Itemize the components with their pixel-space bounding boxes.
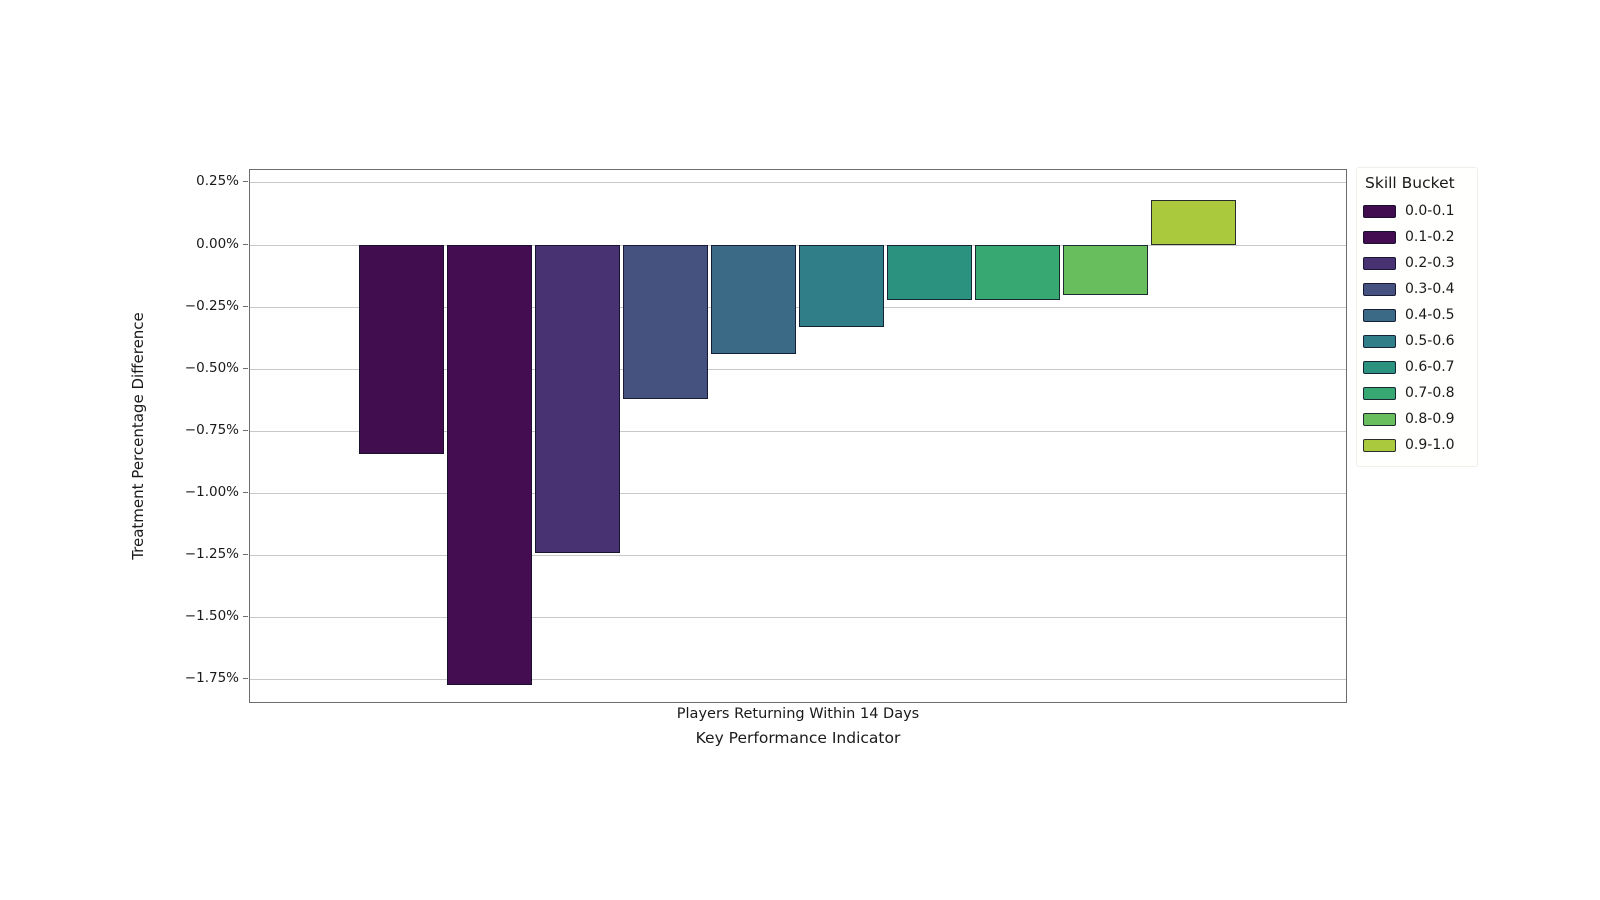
y-tick-label: 0.25% — [196, 173, 239, 189]
legend-label: 0.5-0.6 — [1405, 333, 1455, 349]
y-tick-label: −1.50% — [184, 608, 239, 624]
y-tick-label: −1.00% — [184, 484, 239, 500]
y-tick-label: −1.75% — [184, 670, 239, 686]
y-tick-mark — [243, 306, 248, 307]
legend-item: 0.0-0.1 — [1363, 198, 1471, 224]
legend-title: Skill Bucket — [1365, 174, 1455, 192]
legend-label: 0.1-0.2 — [1405, 229, 1455, 245]
legend-swatch — [1363, 438, 1396, 452]
legend-item: 0.9-1.0 — [1363, 432, 1471, 458]
bar-0.6-0.7 — [887, 245, 972, 300]
y-gridline — [250, 555, 1346, 556]
y-tick-mark — [243, 430, 248, 431]
bar-0.5-0.6 — [799, 245, 884, 327]
bar-0.9-1.0 — [1151, 200, 1236, 245]
legend-item: 0.7-0.8 — [1363, 380, 1471, 406]
legend-swatch — [1363, 308, 1396, 322]
bar-0.7-0.8 — [975, 245, 1060, 300]
bar-0.8-0.9 — [1063, 245, 1148, 295]
y-tick-label: −1.25% — [184, 546, 239, 562]
y-gridline — [250, 493, 1346, 494]
legend-item: 0.1-0.2 — [1363, 224, 1471, 250]
y-tick-mark — [243, 244, 248, 245]
legend-swatch — [1363, 204, 1396, 218]
legend-label: 0.8-0.9 — [1405, 411, 1455, 427]
y-gridline — [250, 369, 1346, 370]
legend-swatch — [1363, 360, 1396, 374]
legend-label: 0.0-0.1 — [1405, 203, 1455, 219]
y-axis-title: Treatment Percentage Difference — [129, 312, 147, 560]
legend-item: 0.5-0.6 — [1363, 328, 1471, 354]
legend-label: 0.3-0.4 — [1405, 281, 1455, 297]
legend-item: 0.8-0.9 — [1363, 406, 1471, 432]
y-tick-label: 0.00% — [196, 236, 239, 252]
legend-item: 0.4-0.5 — [1363, 302, 1471, 328]
y-tick-label: −0.25% — [184, 298, 239, 314]
y-tick-mark — [243, 368, 248, 369]
legend-items: 0.0-0.1 0.1-0.2 0.2-0.3 0.3-0.4 0.4-0.5 0.5-0… — [1363, 198, 1471, 458]
y-tick-label: −0.50% — [184, 360, 239, 376]
x-tick-label: Players Returning Within 14 Days — [676, 706, 920, 722]
y-gridline — [250, 182, 1346, 183]
legend-swatch — [1363, 282, 1396, 296]
y-gridline — [250, 307, 1346, 308]
bar-0.2-0.3 — [535, 245, 620, 553]
legend-label: 0.2-0.3 — [1405, 255, 1455, 271]
legend-swatch — [1363, 256, 1396, 270]
legend-item: 0.6-0.7 — [1363, 354, 1471, 380]
legend-swatch — [1363, 386, 1396, 400]
legend-item: 0.2-0.3 — [1363, 250, 1471, 276]
bar-0.4-0.5 — [711, 245, 796, 354]
legend-label: 0.9-1.0 — [1405, 437, 1455, 453]
y-gridline — [250, 245, 1346, 246]
y-tick-mark — [243, 181, 248, 182]
y-tick-mark — [243, 554, 248, 555]
legend-label: 0.7-0.8 — [1405, 385, 1455, 401]
y-tick-mark — [243, 492, 248, 493]
y-gridline — [250, 617, 1346, 618]
x-axis-title: Key Performance Indicator — [695, 729, 901, 747]
y-tick-mark — [243, 616, 248, 617]
plot-area — [249, 169, 1347, 703]
y-tick-label: −0.75% — [184, 422, 239, 438]
legend-item: 0.3-0.4 — [1363, 276, 1471, 302]
legend-label: 0.6-0.7 — [1405, 359, 1455, 375]
legend-swatch — [1363, 230, 1396, 244]
y-gridline — [250, 431, 1346, 432]
legend-swatch — [1363, 334, 1396, 348]
y-tick-mark — [243, 678, 248, 679]
legend-label: 0.4-0.5 — [1405, 307, 1455, 323]
bar-0.0-0.1 — [359, 245, 444, 454]
bar-0.1-0.2 — [447, 245, 532, 685]
bar-0.3-0.4 — [623, 245, 708, 399]
legend: Skill Bucket 0.0-0.1 0.1-0.2 0.2-0.3 0.3-0.… — [1356, 167, 1478, 467]
y-gridline — [250, 679, 1346, 680]
legend-swatch — [1363, 412, 1396, 426]
